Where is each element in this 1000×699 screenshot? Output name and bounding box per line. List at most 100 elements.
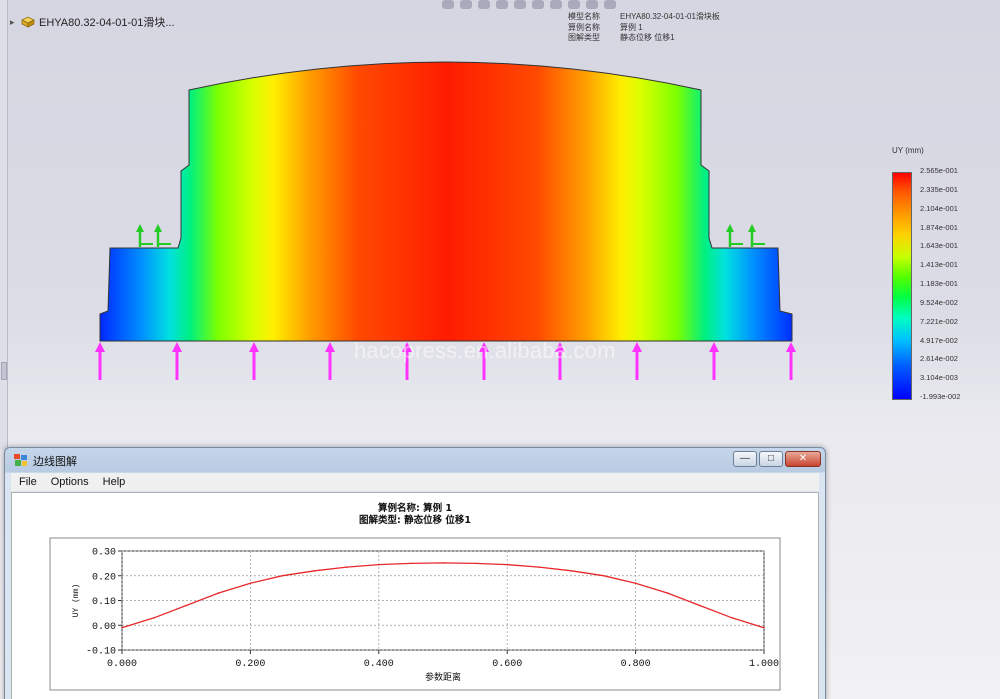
legend-label: 2.104e-001 [920,203,958,213]
legend-label: 2.335e-001 [920,184,958,194]
load-arrow-head [325,342,335,352]
data-point [185,604,187,607]
edit-appearance-icon[interactable] [568,0,580,9]
data-point [474,562,476,565]
window-title-bar[interactable]: 边线图解 — □ ✕ [5,448,825,472]
x-axis-label: 参数距离 [425,671,461,683]
cad-viewport[interactable]: ▸ EHYA80.32-04-01-01滑块... 模型名称 EHYA80.32-… [0,0,1000,450]
load-arrow-head [632,342,642,352]
close-button[interactable]: ✕ [785,451,821,467]
legend-label: 1.874e-001 [920,222,958,232]
legend-label: 1.643e-001 [920,241,958,251]
line-chart: 0.30 0.20 0.10 0.00 -0.100.000 0.200 0.400 0.60… [49,537,781,691]
menu-help[interactable]: Help [102,476,126,488]
zoom-to-fit-icon[interactable] [442,0,454,9]
heads-up-toolbar[interactable] [442,0,616,9]
legend-label: -1.993e-002 [920,392,961,401]
data-point [506,563,509,566]
data-point [731,617,733,619]
data-point [345,566,348,568]
legend-label: 3.104e-003 [920,373,958,383]
edge-plot-window[interactable]: 边线图解 — □ ✕ File Options Help 算例名称: 算例 1 … [4,447,826,699]
plot-header: 算例名称: 算例 1 图解类型: 静态位移 位移1 [12,503,818,527]
x-tick-label: 0.800 [621,659,651,670]
hide-show-icon[interactable] [550,0,562,9]
display-style-icon[interactable] [532,0,544,9]
previous-view-icon[interactable] [478,0,490,9]
data-point [249,582,252,584]
data-point [602,574,605,577]
data-point [763,626,765,629]
load-arrow-head [402,342,412,352]
expand-arrow-icon[interactable]: ▸ [10,16,15,27]
plot-area: 算例名称: 算例 1 图解类型: 静态位移 位移1 0.30 0.20 0.10 0.… [11,492,819,699]
apply-scene-icon[interactable] [586,0,598,9]
load-arrow-head [555,342,565,352]
legend-title: UY (mm) [892,146,924,155]
x-tick-label: 1.000 [749,659,779,670]
load-arrow-head [786,342,796,352]
load-arrow-head [709,342,719,352]
data-point [634,582,637,584]
data-point [217,592,220,594]
legend-label: 1.183e-001 [920,279,958,288]
info-key: 图解类型 [568,33,600,42]
left-scrollbar[interactable] [0,0,8,450]
info-value: 静态位移 位移1 [620,33,675,42]
view-orientation-icon[interactable] [514,0,526,9]
data-point [699,604,701,607]
x-tick-label: 0.600 [492,659,522,670]
info-key: 算例名称 [568,22,600,32]
chart-frame [49,537,781,691]
y-tick-label: 0.30 [92,548,116,559]
data-point [570,570,573,572]
minimize-button[interactable]: — [733,451,757,467]
y-axis-label: UY (mm) [72,584,81,618]
data-point [313,570,316,572]
legend-label: 2.565e-001 [920,166,958,175]
feature-tree-item[interactable]: ▸ EHYA80.32-04-01-01滑块... [10,14,175,30]
legend-label: 7.221e-002 [920,316,958,326]
load-arrow-head [95,342,105,352]
data-point [666,592,669,594]
plot-type-line: 图解类型: 静态位移 位移1 [358,515,472,526]
legend-label: 4.917e-002 [920,335,958,345]
pressure-load-arrows [95,342,796,380]
scroll-thumb[interactable] [1,362,7,380]
info-row-study: 算例名称 算例 1 [568,23,720,34]
fixture-arrow-head [154,224,162,232]
info-row-model: 模型名称 EHYA80.32-04-01-01滑块板 [568,12,720,23]
menu-file[interactable]: File [19,476,37,488]
section-view-icon[interactable] [496,0,508,9]
menu-options[interactable]: Options [50,476,89,488]
legend-label: 1.413e-001 [920,260,958,270]
window-title: 边线图解 [33,456,77,468]
part-body [99,61,793,342]
watermark-text: hacopress.en.alibaba.com [354,338,616,363]
zoom-area-icon[interactable] [460,0,472,9]
legend-color-bar [892,172,912,400]
fixture-arrow-head [748,224,756,232]
x-tick-label: 0.200 [235,659,265,670]
study-name-line: 算例名称: 算例 1 [377,503,453,514]
legend-label: 9.524e-002 [920,297,958,307]
info-value: 算例 1 [620,22,643,32]
view-settings-icon[interactable] [604,0,616,9]
data-point [153,617,155,619]
y-tick-label: 0.20 [92,572,116,583]
maximize-button[interactable]: □ [759,451,783,467]
app-icon [14,454,27,466]
load-arrow-head [479,342,489,352]
x-tick-label: 0.000 [107,659,137,670]
fixture-arrows [136,224,765,247]
legend-label: 2.614e-002 [920,354,958,364]
load-arrow-head [172,342,182,352]
y-tick-label: 0.10 [92,597,116,608]
x-tick-label: 0.400 [364,659,394,670]
displacement-contour-part[interactable] [0,0,1000,450]
info-key: 模型名称 [568,12,600,21]
data-point [121,626,123,629]
info-row-plot: 图解类型 静态位移 位移1 [568,33,720,44]
data-point [538,566,541,568]
info-value: EHYA80.32-04-01-01滑块板 [620,12,720,21]
